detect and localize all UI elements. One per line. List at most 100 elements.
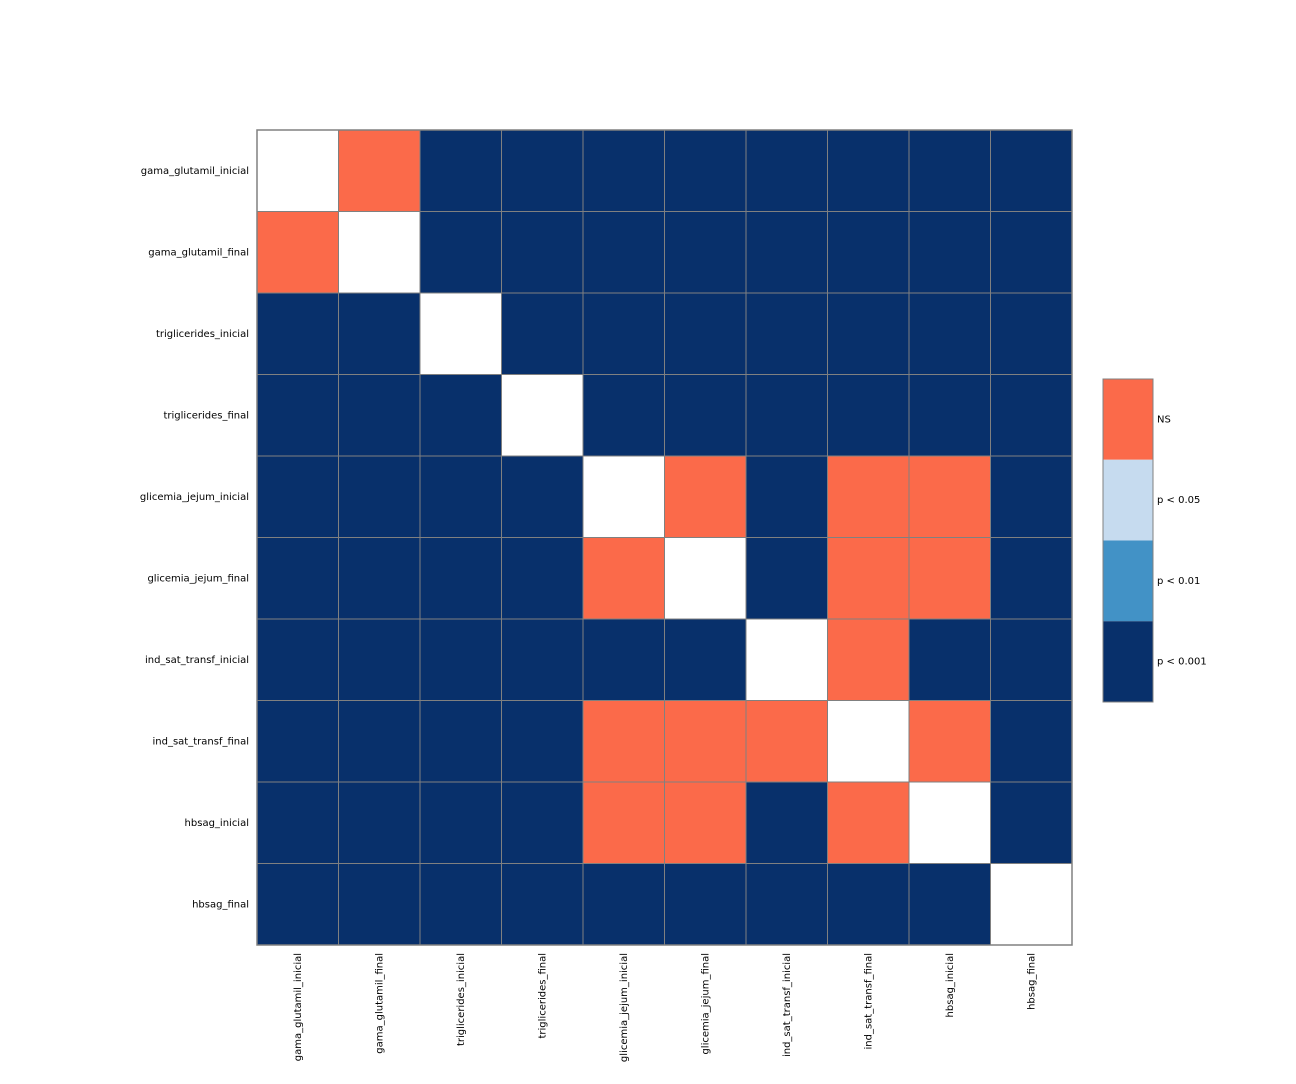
legend-frame [1102, 378, 1154, 703]
heatmap-cell-r5-c5 [664, 537, 747, 620]
row-label-8: hbsag_inicial [185, 818, 249, 829]
heatmap-cell-r6-c6 [745, 618, 828, 701]
heatmap-cell-r9-c0 [256, 863, 339, 946]
heatmap-cell-r3-c9 [990, 374, 1073, 457]
heatmap-cell-r8-c2 [419, 781, 502, 864]
heatmap-cell-r4-c5 [664, 455, 747, 538]
heatmap-cell-r1-c3 [501, 211, 584, 294]
heatmap-cell-r6-c7 [827, 618, 910, 701]
heatmap-cell-r5-c0 [256, 537, 339, 620]
row-label-3: triglicerides_final [163, 410, 249, 421]
heatmap-cell-r0-c6 [745, 129, 828, 212]
heatmap-cell-r8-c5 [664, 781, 747, 864]
heatmap-cell-r2-c6 [745, 292, 828, 375]
heatmap-cell-r2-c0 [256, 292, 339, 375]
colorbar-legend: NS p < 0.05 p < 0.01 p < 0.001 [1102, 378, 1207, 703]
legend-swatch-1 [1103, 459, 1153, 541]
heatmap-cell-r2-c3 [501, 292, 584, 375]
row-label-0: gama_glutamil_inicial [141, 166, 249, 177]
plot-frame [256, 129, 1073, 946]
heatmap-cell-r9-c6 [745, 863, 828, 946]
column-label-0: gama_glutamil_inicial [293, 953, 304, 1061]
heatmap-cell-r7-c9 [990, 700, 1073, 783]
heatmap-cell-r1-c8 [908, 211, 991, 294]
heatmap-cell-r8-c1 [338, 781, 421, 864]
heatmap-cell-r5-c6 [745, 537, 828, 620]
heatmap-cell-r9-c3 [501, 863, 584, 946]
heatmap-cell-r9-c4 [582, 863, 665, 946]
heatmap-cell-r2-c7 [827, 292, 910, 375]
heatmap-cell-r5-c1 [338, 537, 421, 620]
heatmap-cell-r1-c4 [582, 211, 665, 294]
heatmap-cell-r6-c0 [256, 618, 339, 701]
heatmap-cell-r9-c8 [908, 863, 991, 946]
heatmap-cell-r7-c2 [419, 700, 502, 783]
heatmap-cell-r7-c7 [827, 700, 910, 783]
heatmap-cell-r6-c8 [908, 618, 991, 701]
legend-swatch-2 [1103, 540, 1153, 622]
legend-label-3: p < 0.001 [1157, 657, 1207, 668]
row-label-5: glicemia_jejum_final [147, 573, 249, 584]
heatmap-cell-r3-c0 [256, 374, 339, 457]
heatmap-cell-r1-c5 [664, 211, 747, 294]
heatmap-cell-r2-c2 [419, 292, 502, 375]
heatmap-cell-r4-c1 [338, 455, 421, 538]
heatmap-cell-r3-c4 [582, 374, 665, 457]
heatmap-cell-r3-c2 [419, 374, 502, 457]
heatmap-cell-r5-c3 [501, 537, 584, 620]
heatmap-cell-r6-c1 [338, 618, 421, 701]
heatmap-cell-r0-c4 [582, 129, 665, 212]
heatmap-cell-r9-c5 [664, 863, 747, 946]
legend-swatch-0 [1103, 379, 1153, 460]
heatmap-cell-r8-c0 [256, 781, 339, 864]
heatmap-cell-r4-c6 [745, 455, 828, 538]
heatmap-cell-r3-c3 [501, 374, 584, 457]
heatmap-cell-r8-c3 [501, 781, 584, 864]
heatmap-cell-r3-c8 [908, 374, 991, 457]
heatmap-cell-r0-c1 [338, 129, 421, 212]
column-label-7: ind_sat_transf_final [863, 953, 874, 1050]
heatmap-cell-r8-c4 [582, 781, 665, 864]
heatmap-cell-r5-c2 [419, 537, 502, 620]
heatmap-cell-r0-c8 [908, 129, 991, 212]
heatmap-cell-r2-c1 [338, 292, 421, 375]
heatmap-cell-r2-c8 [908, 292, 991, 375]
heatmap-cell-r4-c7 [827, 455, 910, 538]
heatmap-cell-r7-c8 [908, 700, 991, 783]
heatmap-cell-r7-c6 [745, 700, 828, 783]
column-labels: gama_glutamil_inicial gama_glutamil_final… [293, 953, 1038, 1062]
heatmap-cell-r1-c0 [256, 211, 339, 294]
heatmap-cell-r4-c9 [990, 455, 1073, 538]
legend-label-2: p < 0.01 [1157, 576, 1200, 587]
heatmap-cell-r0-c9 [990, 129, 1073, 212]
heatmap-cell-r9-c1 [338, 863, 421, 946]
heatmap-cell-r0-c3 [501, 129, 584, 212]
row-label-6: ind_sat_transf_inicial [145, 655, 249, 666]
heatmap-cell-r6-c5 [664, 618, 747, 701]
heatmap-cell-r9-c9 [990, 863, 1073, 946]
legend-swatch-3 [1103, 621, 1153, 702]
heatmap-cell-r6-c3 [501, 618, 584, 701]
heatmap-cell-r7-c4 [582, 700, 665, 783]
heatmap-cell-r5-c8 [908, 537, 991, 620]
column-label-4: glicemia_jejum_inicial [619, 953, 630, 1062]
heatmap-cell-r2-c5 [664, 292, 747, 375]
column-label-3: triglicerides_final [537, 953, 548, 1039]
column-label-1: gama_glutamil_final [374, 953, 385, 1054]
heatmap-cell-r4-c0 [256, 455, 339, 538]
heatmap-cell-r5-c9 [990, 537, 1073, 620]
heatmap-cell-r2-c9 [990, 292, 1073, 375]
heatmap-cell-r7-c3 [501, 700, 584, 783]
heatmap-cell-r6-c9 [990, 618, 1073, 701]
row-label-2: triglicerides_inicial [156, 329, 249, 340]
heatmap-cell-r1-c6 [745, 211, 828, 294]
row-labels: gama_glutamil_inicial gama_glutamil_final… [140, 166, 249, 911]
legend-label-1: p < 0.05 [1157, 495, 1200, 506]
heatmap-cell-r8-c7 [827, 781, 910, 864]
heatmap-cell-r4-c3 [501, 455, 584, 538]
heatmap-cell-r1-c7 [827, 211, 910, 294]
heatmap-cell-r6-c4 [582, 618, 665, 701]
heatmap-cell-r4-c4 [582, 455, 665, 538]
